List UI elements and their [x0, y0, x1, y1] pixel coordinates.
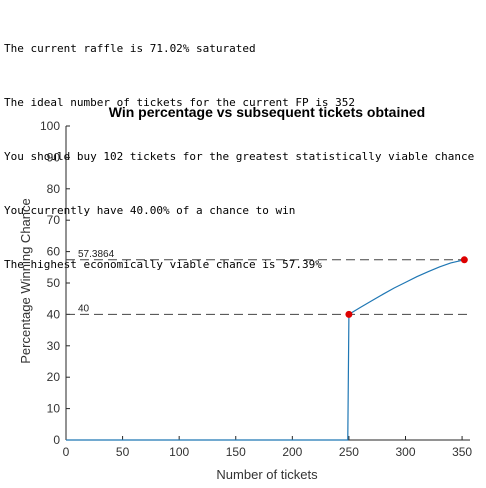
x-axis-label: Number of tickets	[216, 467, 318, 482]
y-tick-label: 20	[47, 370, 61, 384]
reference-line-label: 40	[78, 303, 90, 314]
chart-title: Win percentage vs subsequent tickets obt…	[109, 104, 426, 120]
y-tick-label: 30	[47, 339, 61, 353]
x-tick-label: 100	[169, 445, 189, 459]
x-tick-label: 0	[63, 445, 70, 459]
x-tick-label: 350	[452, 445, 472, 459]
x-tick-label: 50	[116, 445, 130, 459]
y-tick-label: 50	[47, 276, 61, 290]
x-tick-label: 150	[226, 445, 246, 459]
y-axis-label: Percentage Winning Chance	[18, 198, 33, 364]
y-tick-label: 70	[47, 213, 61, 227]
plot-area: 0 10 20 30 40 50 60 70 80 90 100 0 50 100 150 200 250 300…	[40, 119, 472, 459]
y-tick-label: 80	[47, 182, 61, 196]
series-line	[66, 259, 465, 441]
data-marker	[460, 256, 468, 264]
y-tick-label: 0	[53, 433, 60, 447]
y-tick-label: 100	[40, 119, 60, 133]
x-tick-label: 250	[339, 445, 359, 459]
win-percentage-chart: Win percentage vs subsequent tickets obt…	[18, 104, 472, 482]
x-tick-label: 300	[395, 445, 415, 459]
console-line-current-chance: You currently have 40.00% of a chance to…	[4, 204, 296, 217]
console-line-saturation: The current raffle is 71.02% saturated	[4, 42, 256, 55]
console-line-recommended-tickets: You should buy 102 tickets for the great…	[4, 150, 475, 163]
reference-line-label: 57.3864	[78, 249, 115, 260]
x-tick-label: 200	[282, 445, 302, 459]
data-marker	[345, 310, 353, 318]
y-tick-label: 90	[47, 150, 61, 164]
y-tick-label: 10	[47, 402, 61, 416]
console-output: The current raffle is 71.02% saturated T…	[4, 4, 474, 292]
console-line-ideal-tickets: The ideal number of tickets for the curr…	[4, 96, 355, 109]
y-tick-label: 40	[47, 307, 61, 321]
y-tick-label: 60	[47, 245, 61, 259]
console-line-highest-chance: The highest economically viable chance i…	[4, 258, 322, 271]
